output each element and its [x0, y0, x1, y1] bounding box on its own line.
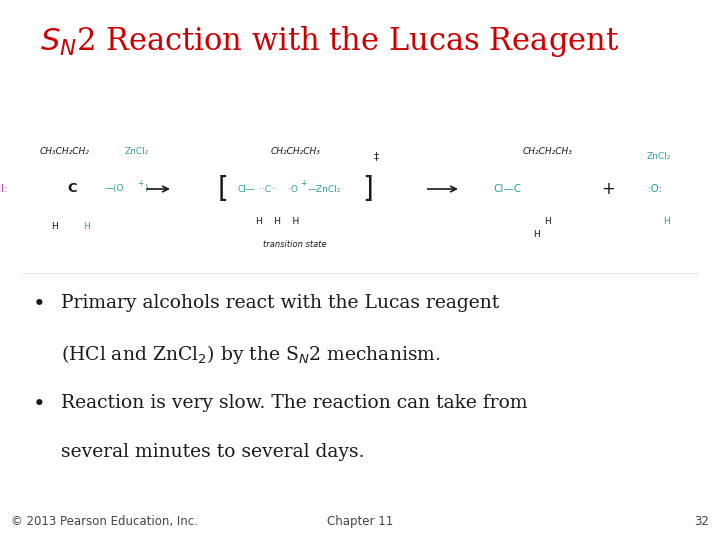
- Text: H: H: [544, 217, 551, 226]
- Text: H: H: [50, 222, 58, 231]
- Text: H    H    H: H H H: [256, 217, 299, 226]
- Text: Primary alcohols react with the Lucas reagent: Primary alcohols react with the Lucas re…: [61, 294, 500, 312]
- Text: transition state: transition state: [264, 240, 327, 249]
- Text: CH₂CH₂CH₃: CH₂CH₂CH₃: [522, 147, 572, 156]
- Text: H: H: [533, 231, 540, 239]
- Text: Chapter 11: Chapter 11: [327, 515, 393, 528]
- Text: several minutes to several days.: several minutes to several days.: [61, 443, 365, 461]
- Text: $S_N$2 Reaction with the Lucas Reagent: $S_N$2 Reaction with the Lucas Reagent: [40, 24, 619, 59]
- Text: Reaction is very slow. The reaction can take from: Reaction is very slow. The reaction can …: [61, 394, 528, 412]
- Text: H: H: [662, 217, 670, 226]
- Text: C: C: [67, 183, 77, 195]
- Text: [: [: [217, 175, 229, 203]
- Text: CH₃CH₂CH₂: CH₃CH₂CH₂: [40, 147, 90, 156]
- Text: •: •: [32, 394, 45, 414]
- Text: +: +: [300, 179, 307, 188]
- Text: ZnCl₂: ZnCl₂: [125, 147, 149, 156]
- Text: :O:: :O:: [647, 184, 663, 194]
- Text: © 2013 Pearson Education, Inc.: © 2013 Pearson Education, Inc.: [11, 515, 198, 528]
- Text: ]: ]: [361, 175, 373, 203]
- Text: Cl—: Cl—: [238, 185, 256, 193]
- Text: —(O: —(O: [104, 185, 124, 193]
- Text: ‡: ‡: [374, 152, 379, 161]
- Text: •: •: [32, 294, 45, 314]
- Text: ZnCl₂: ZnCl₂: [647, 152, 671, 161]
- Text: ): ): [145, 185, 148, 193]
- Text: ··C··: ··C··: [259, 185, 277, 193]
- Text: 32: 32: [694, 515, 709, 528]
- Text: CH₂CH₂CH₃: CH₂CH₂CH₃: [270, 147, 320, 156]
- Text: H: H: [83, 222, 90, 231]
- Text: (HCl and ZnCl$_2$) by the S$_N$2 mechanism.: (HCl and ZnCl$_2$) by the S$_N$2 mechani…: [61, 343, 441, 366]
- Text: :Cl:: :Cl:: [0, 184, 9, 194]
- Text: +: +: [601, 180, 616, 198]
- Text: +: +: [137, 179, 143, 188]
- Text: ·O: ·O: [288, 185, 298, 193]
- Text: —ZnCl₂: —ZnCl₂: [307, 185, 341, 193]
- Text: Cl—C: Cl—C: [493, 184, 521, 194]
